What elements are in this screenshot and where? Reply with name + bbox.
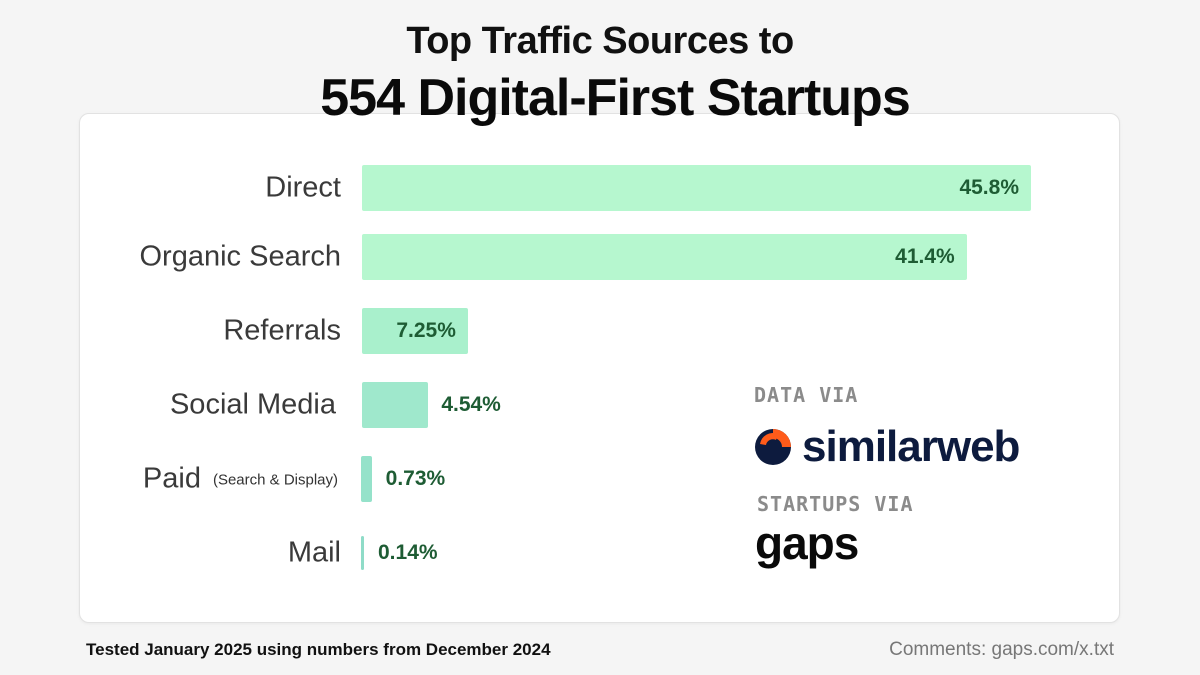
bar [361,456,372,502]
category-label: Referrals [223,315,341,348]
category-label-text: Referrals [223,314,341,347]
category-label: Paid (Search & Display) [143,463,338,496]
startups-via-label: STARTUPS VIA [757,492,914,516]
bar [362,382,429,428]
category-label-text: Organic Search [139,240,342,273]
similarweb-logo: similarweb [754,422,1020,471]
category-label-text: Paid [142,462,201,495]
bar-value-label: 0.73% [385,467,446,490]
bar [361,536,364,570]
chart-title-line1: Top Traffic Sources to [406,20,794,62]
similarweb-wordmark: similarweb [802,422,1020,471]
bar-value-label: 45.8% [959,176,1019,199]
chart-title-line2: 554 Digital-First Startups [320,69,910,127]
bar-value-label: 7.25% [396,319,456,342]
bar [362,165,1031,211]
data-via-label: DATA VIA [754,383,859,407]
gaps-logo: gaps [755,517,859,569]
category-label-text: Direct [265,171,341,204]
category-sublabel: (Search & Display) [212,471,338,489]
category-label-text: Social Media [169,388,336,421]
category-label: Organic Search [140,241,342,274]
category-label: Mail [288,537,341,570]
category-label-text: Mail [287,536,341,569]
category-label: Social Media [170,389,336,422]
footer-comments: Comments: gaps.com/x.txt [889,639,1114,660]
bar-value-label: 0.14% [378,541,438,564]
similarweb-icon [755,429,791,465]
bar-value-label: 41.4% [895,245,955,268]
bar [362,308,468,354]
bar [362,234,967,280]
category-label: Direct [265,172,341,205]
bar-value-label: 4.54% [441,393,501,416]
footer-note: Tested January 2025 using numbers from D… [86,640,551,659]
